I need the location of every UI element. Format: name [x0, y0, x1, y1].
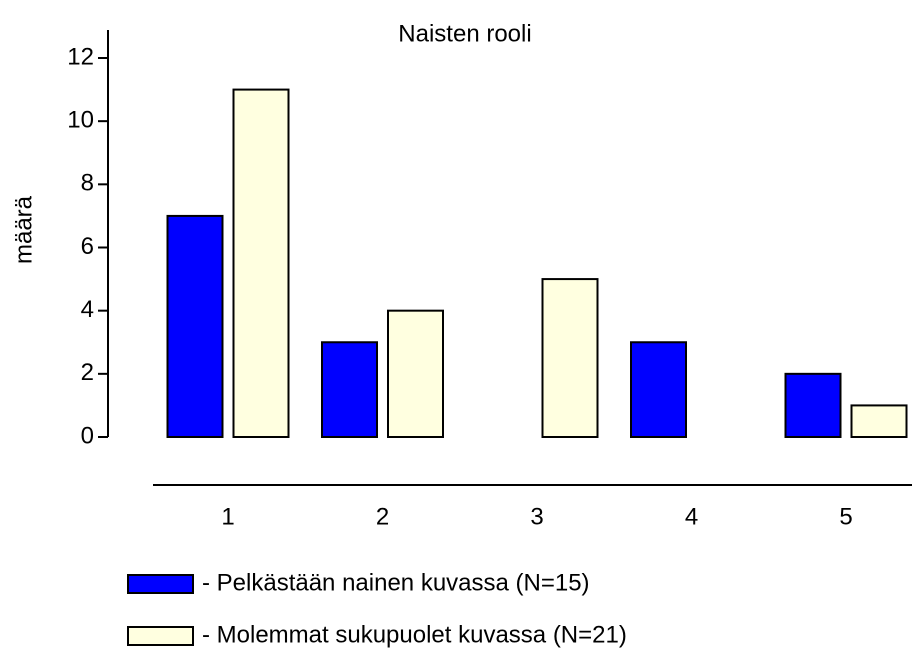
y-tick-label: 8: [81, 170, 94, 197]
legend-swatch: [127, 574, 194, 594]
y-axis-label: määrä: [10, 195, 37, 264]
y-tick-label: 0: [81, 422, 94, 449]
chart-title: Naisten rooli: [398, 20, 531, 47]
y-tick-label: 6: [81, 233, 94, 260]
y-tick-label: 4: [81, 296, 94, 323]
legend-swatch: [127, 626, 194, 646]
bar: [850, 404, 908, 438]
bar: [321, 341, 378, 438]
bar: [387, 309, 444, 438]
x-tick-label: 2: [376, 503, 389, 530]
y-tick-label: 10: [67, 107, 94, 134]
bar: [166, 214, 224, 438]
x-tick-label: 3: [530, 503, 543, 530]
bar: [630, 341, 687, 438]
x-tick-label: 4: [685, 503, 698, 530]
x-tick-label: 1: [221, 503, 234, 530]
legend-label: - Pelkästään nainen kuvassa (N=15): [202, 569, 590, 596]
y-tick-label: 12: [67, 43, 94, 70]
bar: [232, 88, 290, 438]
bar: [784, 372, 842, 439]
x-tick-label: 5: [839, 503, 852, 530]
legend-label: - Molemmat sukupuolet kuvassa (N=21): [202, 621, 627, 648]
y-tick-label: 2: [81, 359, 94, 386]
bar: [541, 278, 599, 439]
